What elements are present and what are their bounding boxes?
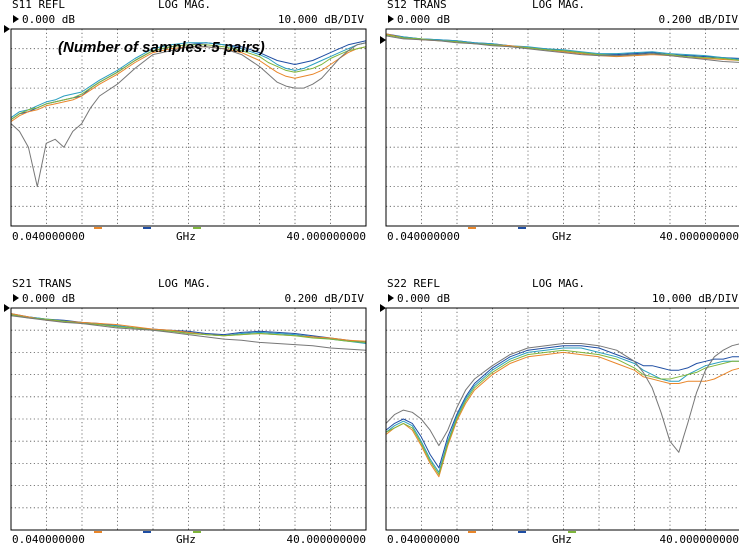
s11-param-label: S11 REFL [12,0,65,11]
s12-ref-label: 0.000 dB [397,13,450,26]
s11-trace-4 [10,44,367,121]
s12-x-start: 0.040000000 [387,230,460,243]
s12-trace-2 [385,34,739,60]
s12-x-unit: GHz [552,230,572,243]
s21-ref-line-marker-icon [4,304,10,312]
s22-ref-marker-icon [388,294,394,302]
s21-trace-1 [10,313,367,343]
s12-traces [385,33,739,63]
s22-trace-3 [385,351,739,478]
s11-x-stop: 40.000000000 [287,230,366,243]
s12-ref-marker-icon [388,15,394,23]
s21-grid [11,308,366,530]
s22-x-stop: 40.000000000 [660,533,739,544]
s21-x-unit: GHz [176,533,196,544]
s21-center-marker-2 [193,531,201,533]
s22-ref-line-marker-icon [380,304,386,312]
s21-traces [10,313,367,351]
s21-param-label: S21 TRANS [12,277,72,290]
s21-center-marker-1 [143,531,151,533]
s22-trace-5 [385,343,739,453]
s22-start-marker [468,531,476,533]
s11-x-start: 0.040000000 [12,230,85,243]
s22-center-marker-2 [568,531,576,533]
s21-x-stop: 40.000000000 [287,533,366,544]
s11-x-unit: GHz [176,230,196,243]
s11-format-label: LOG MAG. [158,0,211,11]
s22-center-marker-1 [518,531,526,533]
s11-grid [11,29,366,226]
s22-format-label: LOG MAG. [532,277,585,290]
s22-param-label: S22 REFL [387,277,440,290]
s22-frame [385,307,739,531]
s22-traces [385,343,739,478]
s22-x-unit: GHz [552,533,572,544]
s22-trace-2 [385,347,739,473]
samples-note: (Number of samples: 5 pairs) [58,39,265,56]
s21-trace-5 [10,315,367,351]
s12-scale-label: 0.200 dB/DIV [659,13,739,26]
s11-start-marker [94,227,102,229]
s21-frame [10,307,367,531]
s11-ref-label: 0.000 dB [22,13,75,26]
panel-s11: S11 REFL LOG MAG. 0.000 dB 10.000 dB/DIV… [4,0,367,243]
panel-s21: S21 TRANS LOG MAG. 0.000 dB 0.200 dB/DIV… [4,277,367,544]
s12-param-label: S12 TRANS [387,0,447,11]
s12-format-label: LOG MAG. [532,0,585,11]
s12-center-marker-1 [518,227,526,229]
s11-trace-5 [10,42,367,188]
s12-ref-line-marker-icon [380,36,386,44]
s21-start-marker [94,531,102,533]
s21-ref-marker-icon [13,294,19,302]
panel-s12: S12 TRANS LOG MAG. 0.000 dB 0.200 dB/DIV… [380,0,739,243]
s11-center-marker-1 [143,227,151,229]
s22-scale-label: 10.000 dB/DIV [652,292,738,305]
s11-ref-line-marker-icon [4,25,10,33]
s12-frame [385,28,739,227]
s22-x-start: 0.040000000 [387,533,460,544]
s11-trace-2 [10,42,367,119]
s12-grid [386,29,739,226]
s22-trace-1 [385,345,739,469]
panel-s22: S22 REFL LOG MAG. 0.000 dB 10.000 dB/DIV… [380,277,739,544]
s21-trace-4 [10,314,367,343]
s11-traces [10,40,367,188]
s12-trace-5 [385,35,739,63]
s12-start-marker [468,227,476,229]
s21-scale-label: 0.200 dB/DIV [285,292,365,305]
s11-ref-marker-icon [13,15,19,23]
s11-frame [10,28,367,227]
s21-format-label: LOG MAG. [158,277,211,290]
s21-x-start: 0.040000000 [12,533,85,544]
s22-trace-4 [385,349,739,475]
s12-x-stop: 40.000000000 [660,230,739,243]
s21-ref-label: 0.000 dB [22,292,75,305]
s22-grid [386,308,739,530]
s11-center-marker-2 [193,227,201,229]
s22-ref-label: 0.000 dB [397,292,450,305]
s12-trace-4 [385,34,739,61]
s11-scale-label: 10.000 dB/DIV [278,13,364,26]
